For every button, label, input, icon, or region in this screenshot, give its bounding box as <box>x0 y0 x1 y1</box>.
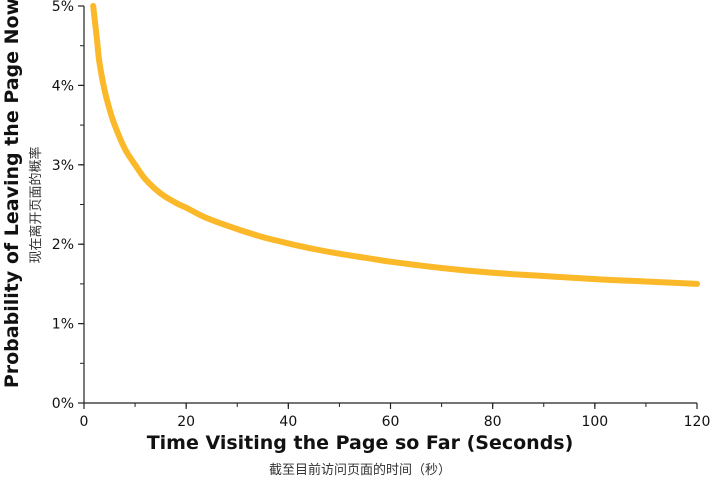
x-tick-label: 100 <box>581 414 608 430</box>
y-tick-label: 3% <box>52 158 74 174</box>
y-tick-label: 1% <box>52 317 74 333</box>
series-line <box>90 3 700 287</box>
x-tick-label: 0 <box>80 414 89 430</box>
y-tick-label: 4% <box>52 78 74 94</box>
y-tick-label: 0% <box>52 396 74 412</box>
y-tick-label: 5% <box>52 0 74 15</box>
x-axis-subtitle: 截至目前访问页面的时间（秒） <box>269 462 451 478</box>
y-tick-label: 2% <box>52 237 74 253</box>
x-tick-label: 20 <box>177 414 195 430</box>
y-axis-title: Probability of Leaving the Page Now <box>1 0 23 388</box>
axes: 0 20 40 60 80 100 120 0% 1% 2% 3% 4% 5% <box>52 0 711 430</box>
x-axis-title: Time Visiting the Page so Far (Seconds) <box>147 432 574 454</box>
x-tick-label: 120 <box>684 414 711 430</box>
data-series <box>90 3 700 287</box>
x-tick-label: 80 <box>484 414 502 430</box>
y-axis-subtitle: 现在离开页面的概率 <box>28 146 44 263</box>
x-tick-label: 40 <box>279 414 297 430</box>
x-tick-label: 60 <box>382 414 400 430</box>
